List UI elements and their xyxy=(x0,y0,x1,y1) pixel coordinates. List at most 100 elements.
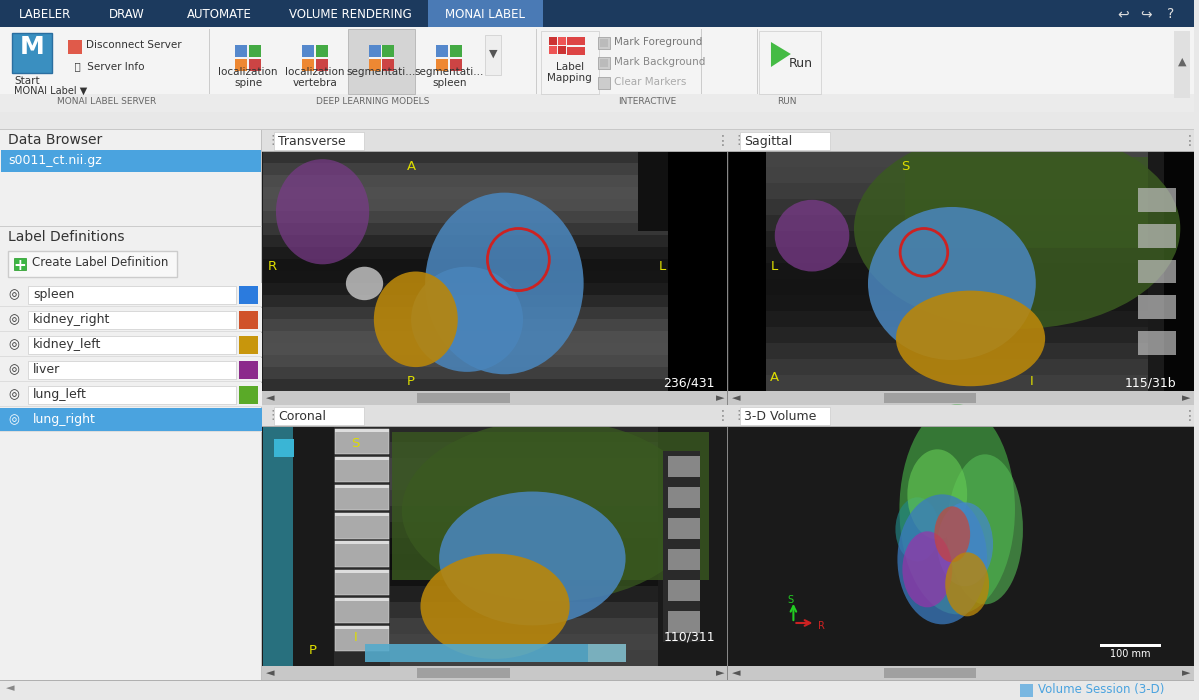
Bar xyxy=(729,152,766,391)
Text: Label: Label xyxy=(555,62,584,72)
Bar xyxy=(729,152,1193,391)
Text: AUTOMATE: AUTOMATE xyxy=(187,8,252,21)
Bar xyxy=(263,271,727,283)
Bar xyxy=(273,439,294,457)
Bar xyxy=(261,666,1194,680)
Text: RUN: RUN xyxy=(777,97,796,106)
Bar xyxy=(728,151,1194,152)
Ellipse shape xyxy=(947,454,1023,604)
Bar xyxy=(315,45,327,58)
Bar xyxy=(728,130,1194,152)
Bar xyxy=(392,432,710,580)
Bar xyxy=(261,151,728,152)
Bar xyxy=(765,327,1147,343)
Ellipse shape xyxy=(276,159,369,265)
Bar xyxy=(336,626,390,651)
Bar xyxy=(263,247,727,259)
Bar xyxy=(336,598,390,601)
Text: ◎: ◎ xyxy=(8,388,19,401)
Bar xyxy=(0,130,261,148)
Bar xyxy=(0,680,1194,681)
Bar xyxy=(28,386,236,404)
Bar xyxy=(668,152,728,391)
Text: kidney_right: kidney_right xyxy=(32,313,110,326)
Text: A: A xyxy=(406,160,416,173)
Bar xyxy=(355,602,658,618)
Bar xyxy=(765,167,1147,183)
Bar xyxy=(417,393,510,403)
Bar xyxy=(302,57,327,59)
Bar xyxy=(759,31,821,94)
Ellipse shape xyxy=(903,531,952,608)
Ellipse shape xyxy=(411,267,523,372)
Bar xyxy=(729,427,1193,666)
Bar xyxy=(335,427,390,666)
Bar xyxy=(336,485,390,488)
Bar xyxy=(263,331,727,343)
Bar xyxy=(765,247,1147,263)
Bar xyxy=(302,58,315,71)
Bar xyxy=(765,359,1147,375)
Bar xyxy=(355,442,658,458)
Bar xyxy=(336,429,390,454)
Text: ?: ? xyxy=(1167,7,1174,21)
Bar xyxy=(0,383,261,407)
Bar xyxy=(765,215,1147,231)
Bar xyxy=(884,668,976,678)
Bar xyxy=(239,361,258,379)
Text: Start: Start xyxy=(14,76,40,86)
Bar xyxy=(668,549,700,570)
Bar xyxy=(1164,152,1194,391)
Bar xyxy=(235,58,248,71)
Bar xyxy=(248,45,261,58)
Bar xyxy=(355,650,658,666)
Text: ◎: ◎ xyxy=(8,338,19,351)
Ellipse shape xyxy=(896,497,939,561)
Bar xyxy=(1138,331,1176,355)
Bar xyxy=(0,358,261,382)
Text: MONAI LABEL SERVER: MONAI LABEL SERVER xyxy=(58,97,156,106)
Bar xyxy=(364,644,589,662)
Bar xyxy=(381,45,394,58)
Bar xyxy=(0,111,1194,112)
Text: DRAW: DRAW xyxy=(109,8,144,21)
Bar xyxy=(261,391,1194,405)
Bar xyxy=(239,411,258,429)
Text: ►: ► xyxy=(716,668,724,678)
Text: ⋮: ⋮ xyxy=(266,134,278,147)
Text: spine: spine xyxy=(234,78,263,88)
Bar xyxy=(355,554,658,570)
Text: MONAI LABEL: MONAI LABEL xyxy=(445,8,525,21)
Bar xyxy=(436,58,450,71)
Bar xyxy=(765,152,1147,168)
Bar xyxy=(0,680,1194,700)
Bar xyxy=(0,356,261,357)
Bar xyxy=(728,426,1194,427)
Bar xyxy=(765,279,1147,295)
Bar xyxy=(549,46,556,54)
Text: vertebra: vertebra xyxy=(293,78,337,88)
Bar xyxy=(765,295,1147,311)
Text: localization: localization xyxy=(218,67,278,77)
Text: ◎: ◎ xyxy=(8,288,19,301)
Bar xyxy=(263,379,727,391)
Ellipse shape xyxy=(897,494,987,624)
Bar xyxy=(355,522,658,538)
Bar xyxy=(381,58,394,71)
Bar xyxy=(668,486,700,508)
Text: segmentati...: segmentati... xyxy=(347,67,416,77)
Bar xyxy=(263,211,727,223)
Text: ►: ► xyxy=(1182,668,1191,678)
Text: 3-D Volume: 3-D Volume xyxy=(745,410,817,423)
Text: R: R xyxy=(818,621,825,631)
Bar xyxy=(239,386,258,404)
Bar xyxy=(355,586,658,602)
Text: liver: liver xyxy=(32,363,60,376)
Text: P: P xyxy=(308,644,317,657)
Bar xyxy=(261,405,728,666)
Bar xyxy=(567,47,585,55)
Ellipse shape xyxy=(868,207,1036,360)
Text: ⋮: ⋮ xyxy=(733,134,745,147)
Bar xyxy=(355,458,658,474)
Bar xyxy=(0,308,261,332)
